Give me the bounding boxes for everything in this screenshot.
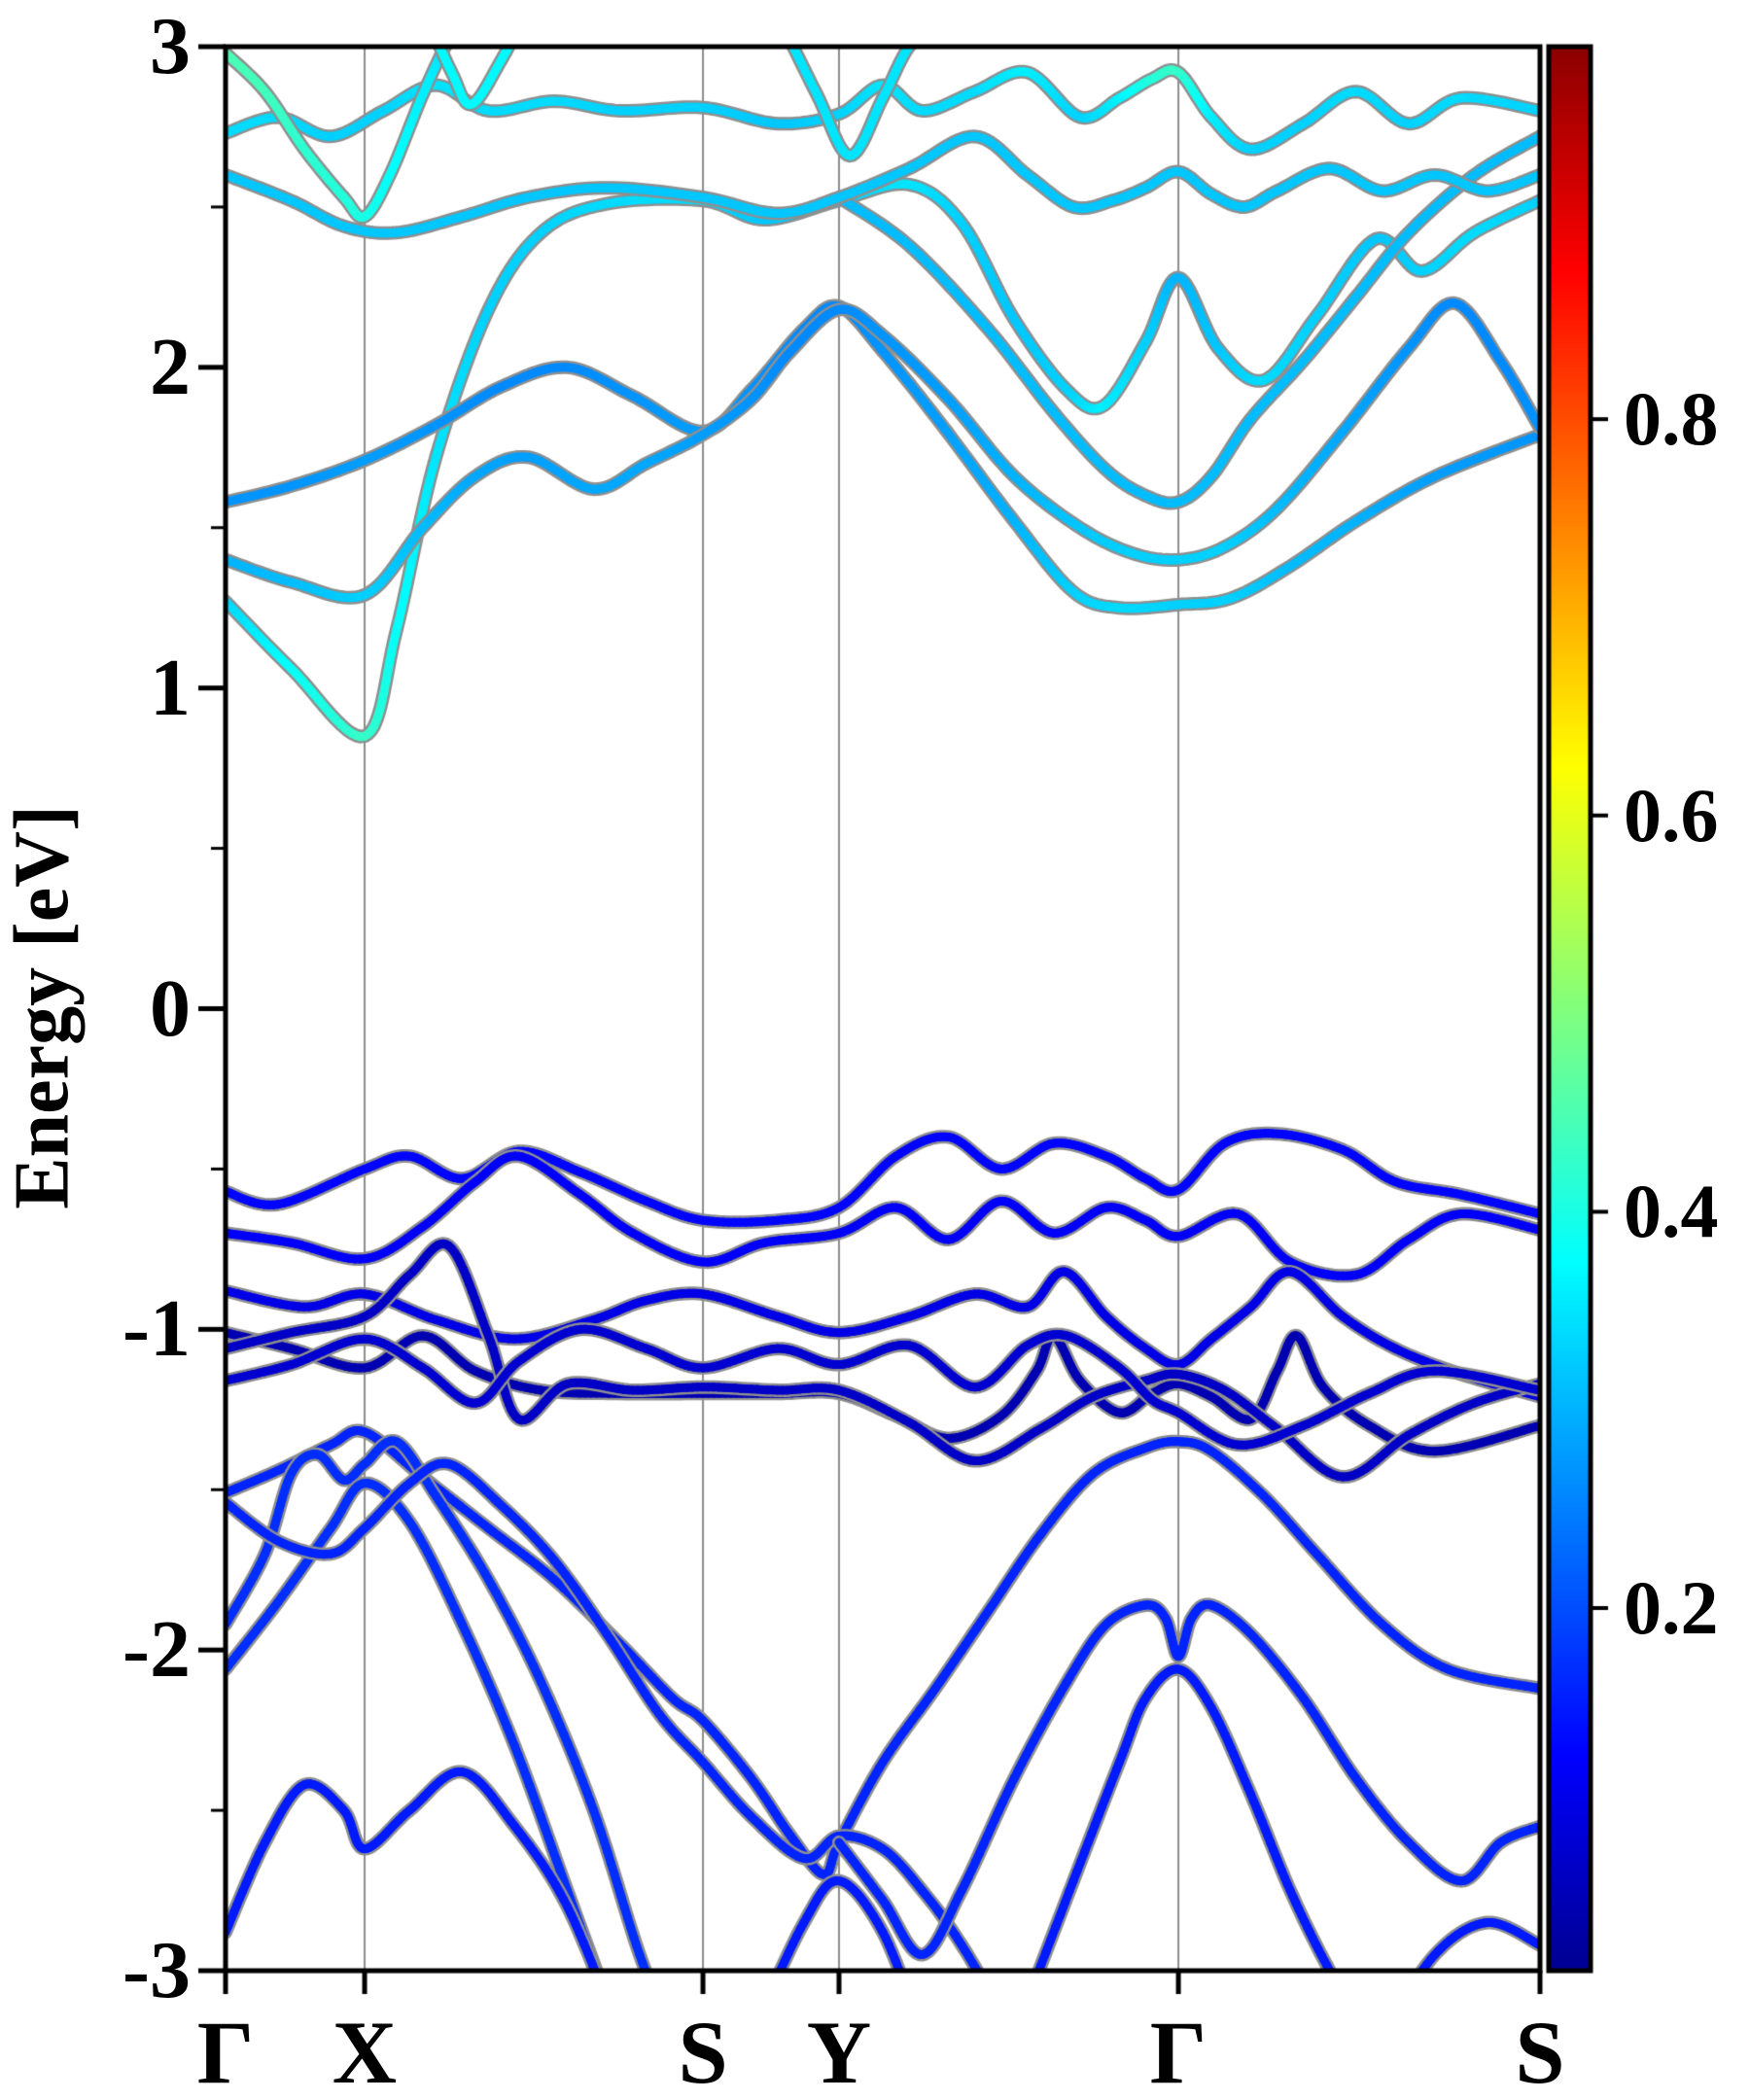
x-tick-label: Γ	[196, 2003, 255, 2100]
x-tick-label: Γ	[1149, 2003, 1208, 2100]
colorbar-tick-label: 0.2	[1624, 1565, 1719, 1651]
x-tick-label: S	[678, 2003, 728, 2100]
y-tick-label: -3	[122, 1925, 191, 2015]
y-tick-label: -1	[122, 1283, 191, 1375]
colorbar-tick-label: 0.6	[1624, 772, 1719, 858]
colorbar-tick-label: 0.4	[1624, 1169, 1719, 1254]
y-tick-label: -2	[122, 1604, 191, 1696]
x-tick-label: Y	[806, 2003, 872, 2100]
colorbar-tick-label: 0.8	[1624, 376, 1719, 462]
x-tick-label: X	[332, 2003, 398, 2100]
y-tick-label: 1	[150, 642, 191, 733]
y-tick-label: 0	[150, 962, 191, 1054]
x-tick-label: S	[1515, 2003, 1565, 2100]
y-tick-label: 3	[150, 1, 191, 91]
y-tick-label: 2	[150, 321, 191, 412]
